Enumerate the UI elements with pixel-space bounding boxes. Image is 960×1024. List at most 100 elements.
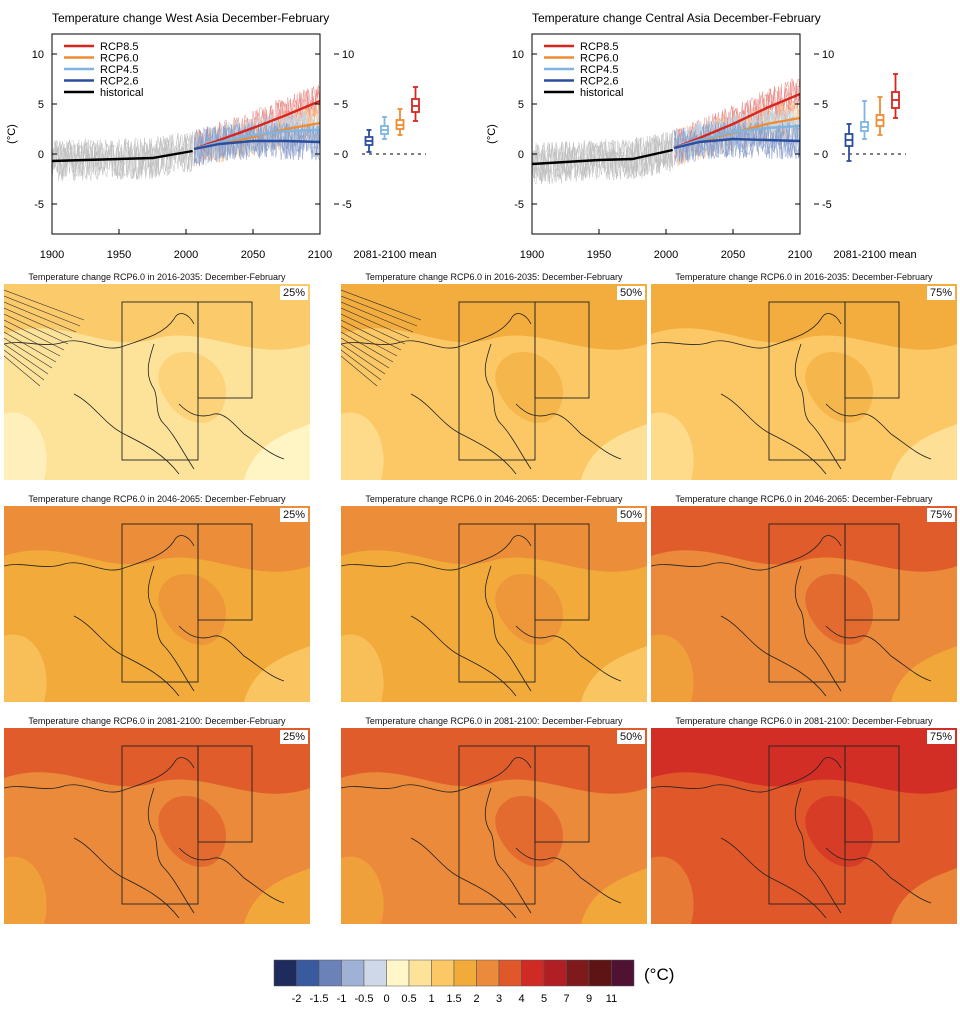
map-title: Temperature change RCP6.0 in 2081-2100: … (365, 716, 623, 726)
map-area: 25% (4, 506, 310, 702)
boxplot-rcp26 (364, 129, 374, 153)
map-fill-southwest (651, 634, 694, 702)
series-line-rcp45 (193, 128, 321, 151)
map-fill-southwest (341, 856, 384, 924)
map-fill-south (891, 868, 957, 924)
map-title: Temperature change RCP6.0 in 2046-2065: … (675, 494, 933, 504)
series-line-historical (51, 149, 193, 163)
y-tick-label: 0 (38, 149, 44, 161)
hatch-line (341, 325, 398, 357)
colorbar-swatch (431, 959, 455, 987)
y-tick-label: -5 (514, 199, 524, 211)
hatch-line (341, 307, 410, 339)
map-fill-patch (495, 352, 563, 423)
boxplot-rcp26 (844, 123, 854, 162)
map-panel: Temperature change RCP6.0 in 2016-2035: … (651, 270, 957, 490)
map-fill-southwest (341, 412, 384, 480)
coastline-caspian (484, 787, 532, 914)
coastline-redsea (73, 393, 180, 475)
hatch-line (4, 343, 49, 375)
coastlines (4, 535, 285, 697)
percentile-label: 75% (926, 286, 955, 300)
map-panel: Temperature change RCP6.0 in 2081-2100: … (4, 714, 310, 934)
series-line-rcp85 (193, 99, 321, 151)
coastline-mediterranean (341, 313, 532, 349)
hatch-line (4, 295, 81, 327)
box-y-tick-label: 5 (342, 99, 348, 111)
colorbar-swatch (408, 959, 432, 987)
map-title: Temperature change RCP6.0 in 2016-2035: … (675, 272, 933, 282)
colorbar-tick-label: 4 (518, 993, 524, 1005)
map-fill-patch (805, 574, 873, 645)
legend-label: historical (580, 87, 623, 99)
coastline-mediterranean (651, 535, 842, 571)
hatch-line (341, 355, 378, 387)
boxplot-label: 2081-2100 mean (833, 249, 916, 261)
map-title: Temperature change RCP6.0 in 2046-2065: … (365, 494, 623, 504)
map-title: Temperature change RCP6.0 in 2046-2065: … (28, 494, 286, 504)
hatch-line (4, 349, 45, 381)
map-panel: Temperature change RCP6.0 in 2046-2065: … (4, 492, 310, 712)
percentile-label: 25% (279, 730, 308, 744)
colorbar-tick-label: 9 (586, 993, 592, 1005)
map-fill-north (341, 506, 647, 572)
map-title: Temperature change RCP6.0 in 2016-2035: … (28, 272, 286, 282)
projection-member-line (673, 122, 801, 160)
map-fill-north (4, 728, 310, 794)
boxplot-rcp85 (411, 86, 420, 122)
box-y-tick-label: 5 (822, 99, 828, 111)
map-fill-patch (495, 796, 563, 867)
colorbar-swatch (498, 959, 522, 987)
map-panel: Temperature change RCP6.0 in 2046-2065: … (651, 492, 957, 712)
map-fill-north (4, 506, 310, 572)
percentile-label: 50% (616, 286, 645, 300)
coastline-gulf (515, 625, 622, 682)
percentile-label: 75% (926, 508, 955, 522)
map-fill-south (244, 646, 310, 702)
map-panel: Temperature change RCP6.0 in 2081-2100: … (651, 714, 957, 934)
coastlines (341, 757, 622, 919)
map-svg (651, 728, 957, 924)
percentile-label: 50% (616, 730, 645, 744)
hatching (4, 289, 85, 387)
coastline-caspian (794, 565, 842, 692)
coastline-caspian (484, 343, 532, 470)
map-fill-patch (158, 352, 226, 423)
historical-member-line (531, 131, 673, 184)
map-fill-south (581, 646, 647, 702)
map-svg (341, 728, 647, 924)
legend-label: RCP2.6 (100, 76, 139, 88)
map-fill-north (4, 284, 310, 350)
x-tick-label: 1900 (40, 249, 64, 261)
map-fill-southwest (4, 856, 47, 924)
map-area: 50% (341, 728, 647, 924)
coastline-gulf (515, 847, 622, 904)
series-line-rcp85 (673, 92, 801, 150)
map-fill-patch (158, 574, 226, 645)
coastline-caspian (147, 343, 195, 470)
legend-label: RCP4.5 (100, 64, 139, 76)
coastline-redsea (410, 615, 517, 697)
region-box-central-asia (844, 523, 900, 621)
x-tick-label: 1950 (107, 249, 131, 261)
x-tick-label: 2050 (241, 249, 265, 261)
region-box-central-asia (844, 301, 900, 399)
region-box-central-asia (197, 745, 253, 843)
map-svg (341, 506, 647, 702)
boxplot-label: 2081-2100 mean (353, 249, 436, 261)
y-tick-label: 10 (512, 49, 524, 61)
map-fill-north (651, 728, 957, 794)
coastlines (651, 757, 932, 919)
hatch-line (4, 325, 61, 357)
map-panel: Temperature change RCP6.0 in 2081-2100: … (341, 714, 647, 934)
coastline-caspian (147, 565, 195, 692)
box-y-tick-label: 10 (342, 49, 354, 61)
coastline-redsea (720, 615, 827, 697)
historical-member-line (51, 134, 193, 181)
map-fill-north (651, 506, 957, 572)
map-fill-north (341, 728, 647, 794)
ts-panel-west-asia: Temperature change West Asia December-Fe… (0, 0, 480, 270)
y-tick-label: 0 (518, 149, 524, 161)
coastline-redsea (720, 393, 827, 475)
ensemble-spaghetti (51, 85, 321, 182)
